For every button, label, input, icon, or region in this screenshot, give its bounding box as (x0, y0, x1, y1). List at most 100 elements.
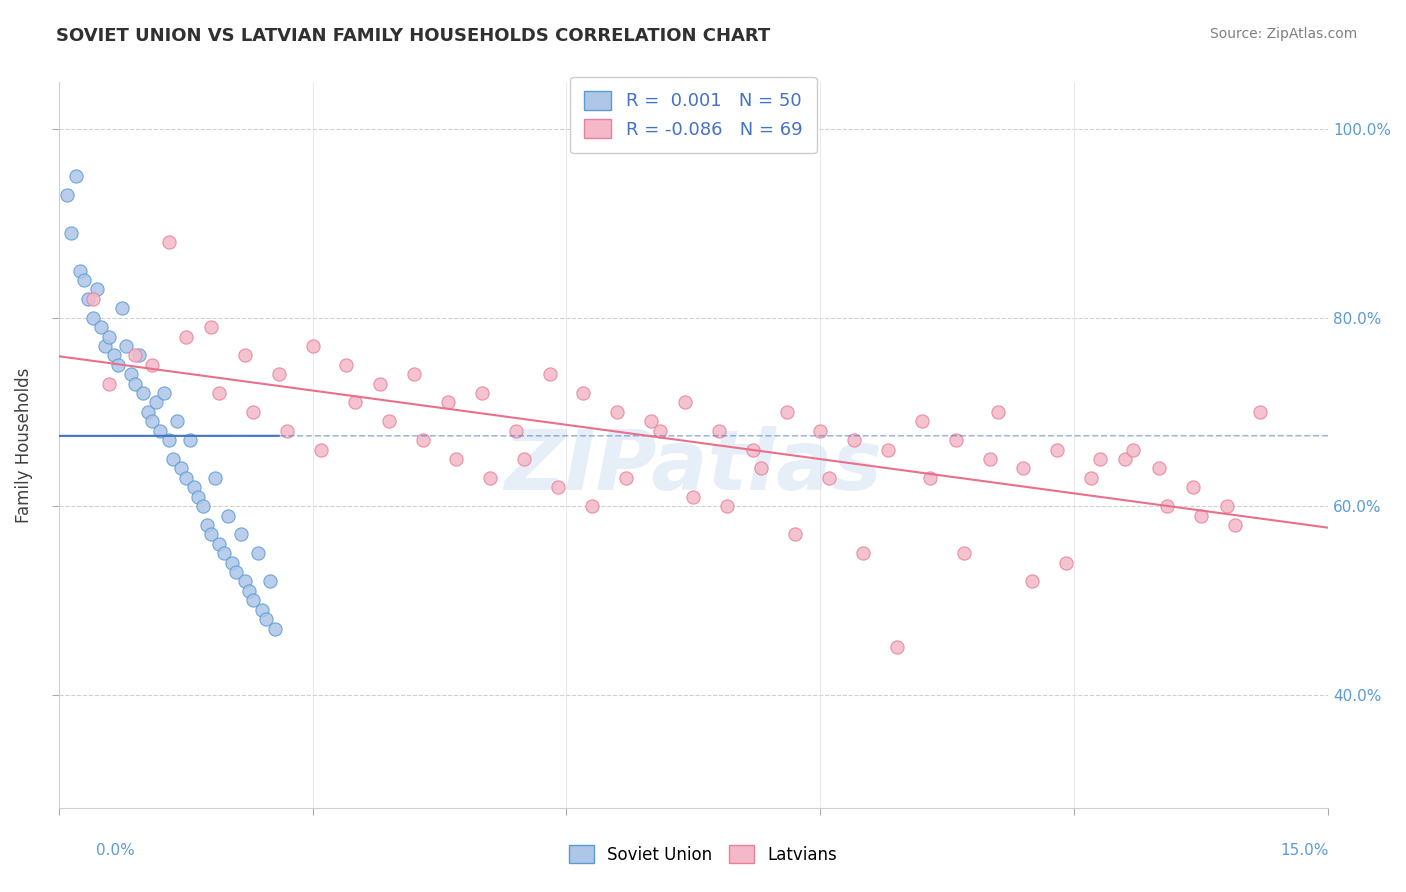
Point (276, 424, 298, 438)
Text: ZIPatlas: ZIPatlas (505, 426, 883, 508)
Text: SOVIET UNION VS LATVIAN FAMILY HOUSEHOLDS CORRELATION CHART: SOVIET UNION VS LATVIAN FAMILY HOUSEHOLD… (56, 27, 770, 45)
Point (183, 480, 205, 494)
Point (73, 273, 96, 287)
Point (437, 395, 460, 409)
Point (82, 310, 104, 325)
Point (741, 442, 763, 457)
Point (98, 329, 121, 343)
Point (877, 442, 900, 457)
Point (673, 395, 696, 409)
Point (953, 546, 976, 560)
Point (174, 329, 197, 343)
Point (1012, 461, 1035, 475)
Point (1147, 461, 1170, 475)
Point (179, 433, 201, 447)
Point (208, 386, 231, 401)
Point (1046, 442, 1069, 457)
Point (136, 405, 159, 419)
Point (170, 461, 193, 475)
Point (229, 527, 252, 541)
Point (1215, 499, 1237, 513)
Point (1189, 508, 1212, 523)
Point (103, 348, 125, 362)
Point (479, 471, 502, 485)
Point (911, 414, 934, 428)
Point (82, 292, 104, 306)
Point (225, 565, 247, 579)
Point (1122, 442, 1144, 457)
Point (69, 263, 91, 277)
Point (124, 348, 146, 362)
Point (682, 490, 704, 504)
Point (648, 424, 671, 438)
Point (716, 499, 738, 513)
Point (775, 405, 797, 419)
Point (94, 339, 117, 353)
Point (505, 424, 527, 438)
Point (263, 622, 285, 636)
Point (987, 405, 1010, 419)
Point (124, 376, 146, 391)
Point (212, 546, 235, 560)
Point (979, 452, 1001, 467)
Point (233, 348, 256, 362)
Point (707, 424, 730, 438)
Point (242, 593, 264, 607)
Point (242, 405, 264, 419)
Text: 0.0%: 0.0% (96, 843, 135, 858)
Point (153, 386, 176, 401)
Point (513, 452, 536, 467)
Point (174, 471, 197, 485)
Point (852, 546, 875, 560)
Legend: R =  0.001   N = 50, R = -0.086   N = 69: R = 0.001 N = 50, R = -0.086 N = 69 (569, 77, 817, 153)
Point (368, 376, 391, 391)
Point (1181, 480, 1204, 494)
Point (250, 603, 273, 617)
Point (1080, 471, 1102, 485)
Point (200, 320, 222, 334)
Point (1114, 452, 1136, 467)
Point (446, 452, 468, 467)
Point (204, 471, 226, 485)
Point (149, 424, 172, 438)
Point (267, 368, 290, 382)
Point (254, 612, 277, 626)
Y-axis label: Family Households: Family Households (15, 368, 32, 523)
Point (77, 292, 100, 306)
Point (115, 339, 138, 353)
Point (259, 574, 281, 589)
Point (246, 546, 269, 560)
Point (817, 471, 839, 485)
Point (1223, 518, 1246, 533)
Point (217, 508, 239, 523)
Point (157, 433, 180, 447)
Point (412, 433, 434, 447)
Point (572, 386, 595, 401)
Point (166, 414, 188, 428)
Point (783, 527, 806, 541)
Legend: Soviet Union, Latvians: Soviet Union, Latvians (562, 838, 844, 871)
Point (640, 414, 662, 428)
Point (309, 442, 332, 457)
Point (1156, 499, 1178, 513)
Point (86, 282, 108, 296)
Point (920, 471, 942, 485)
Point (471, 386, 494, 401)
Point (132, 386, 155, 401)
Point (191, 499, 214, 513)
Point (90, 320, 112, 334)
Point (1021, 574, 1043, 589)
Point (200, 527, 222, 541)
Point (98, 376, 121, 391)
Point (844, 433, 866, 447)
Point (120, 368, 142, 382)
Point (162, 452, 184, 467)
Point (377, 414, 399, 428)
Point (614, 471, 637, 485)
Point (157, 235, 180, 250)
Point (538, 368, 561, 382)
Point (1054, 556, 1077, 570)
Point (886, 640, 908, 655)
Point (581, 499, 603, 513)
Point (547, 480, 569, 494)
